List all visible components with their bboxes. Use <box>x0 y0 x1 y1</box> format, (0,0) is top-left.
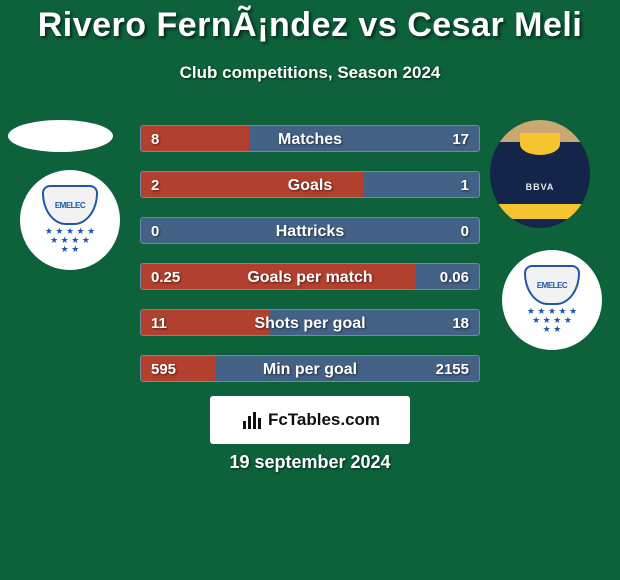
stat-left-value: 2 <box>141 172 169 198</box>
date-label: 19 september 2024 <box>0 452 620 473</box>
emelec-badge-icon: EMELEC ★ ★ ★ ★ ★★ ★ ★ ★★ ★ <box>39 185 101 255</box>
right-player-club-badge: EMELEC ★ ★ ★ ★ ★★ ★ ★ ★★ ★ <box>502 250 602 350</box>
comparison-card: Rivero FernÃ¡ndez vs Cesar Meli Club com… <box>0 0 620 580</box>
stat-left-fill <box>141 172 364 197</box>
stat-right-value: 17 <box>442 126 479 152</box>
left-player-photo <box>8 120 113 152</box>
stat-right-value: 0.06 <box>430 264 479 290</box>
stat-right-value: 2155 <box>426 356 479 382</box>
stat-row: 5952155Min per goal <box>140 355 480 382</box>
badge-shield: EMELEC <box>42 185 98 225</box>
stat-left-value: 8 <box>141 126 169 152</box>
subtitle: Club competitions, Season 2024 <box>0 63 620 83</box>
stat-right-value: 1 <box>451 172 479 198</box>
badge-stars: ★ ★ ★ ★ ★★ ★ ★ ★★ ★ <box>521 307 583 334</box>
stat-left-value: 0 <box>141 218 169 244</box>
branding-box: FcTables.com <box>210 396 410 444</box>
stat-row: 21Goals <box>140 171 480 198</box>
badge-stars: ★ ★ ★ ★ ★★ ★ ★ ★★ ★ <box>39 227 101 254</box>
stat-row: 00Hattricks <box>140 217 480 244</box>
badge-shield: EMELEC <box>524 265 580 305</box>
left-player-club-badge: EMELEC ★ ★ ★ ★ ★★ ★ ★ ★★ ★ <box>20 170 120 270</box>
emelec-badge-icon: EMELEC ★ ★ ★ ★ ★★ ★ ★ ★★ ★ <box>521 265 583 335</box>
jersey-sponsor: BBVA <box>490 182 590 192</box>
stats-bars: 817Matches21Goals00Hattricks0.250.06Goal… <box>140 125 480 401</box>
jersey-icon: BBVA <box>490 120 590 228</box>
stat-left-value: 595 <box>141 356 186 382</box>
branding-text: FcTables.com <box>268 410 380 430</box>
stat-row: 817Matches <box>140 125 480 152</box>
stat-right-value: 0 <box>451 218 479 244</box>
stat-right-value: 18 <box>442 310 479 336</box>
page-title: Rivero FernÃ¡ndez vs Cesar Meli <box>0 0 620 45</box>
stat-left-value: 0.25 <box>141 264 190 290</box>
stat-row: 0.250.06Goals per match <box>140 263 480 290</box>
stat-row: 1118Shots per goal <box>140 309 480 336</box>
stat-left-value: 11 <box>141 310 177 336</box>
bar-chart-icon <box>240 408 264 432</box>
stat-right-fill <box>141 218 479 243</box>
right-player-photo: BBVA <box>490 120 590 228</box>
